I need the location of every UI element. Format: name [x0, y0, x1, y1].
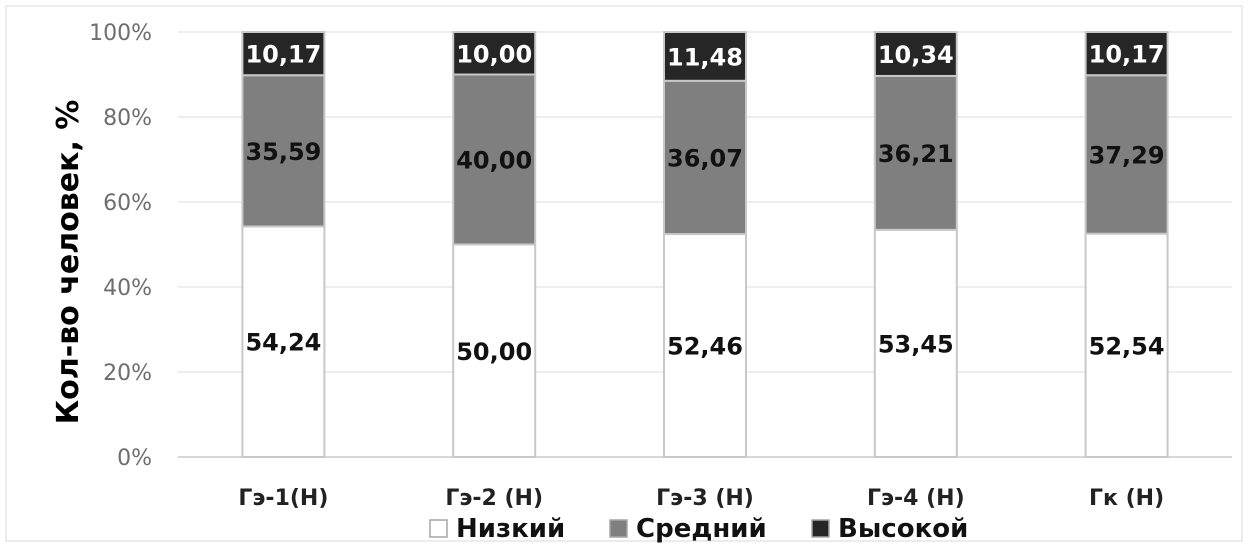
y-axis-ticks: 0% 20% 40% 60% 80% 100% [89, 21, 152, 471]
x-category-label: Гэ-4 (Н) [867, 486, 965, 511]
bar-segment-medium [241, 74, 326, 228]
data-label: 37,29 [1089, 141, 1165, 169]
data-label: 11,48 [667, 43, 743, 71]
bar-segment-medium [873, 74, 958, 231]
data-label: 35,59 [245, 138, 321, 166]
y-axis-label: Кол-во человек, % [51, 100, 86, 425]
bar-segment-high [1084, 31, 1169, 77]
x-category-label: Гк (Н) [1089, 486, 1164, 511]
bars: 54,24 35,59 10,17 50,00 40,00 10,00 52,46 36,07… [241, 31, 1169, 458]
bar-segment-low [663, 233, 747, 458]
data-label: 10,17 [1089, 41, 1165, 69]
y-tick-label: 0% [117, 446, 152, 471]
data-label: 36,07 [667, 144, 743, 172]
bar-segment-low [1084, 232, 1169, 458]
data-label: 53,45 [878, 330, 954, 358]
data-label: 40,00 [456, 147, 532, 175]
legend-label: Низкий [456, 514, 565, 544]
legend-label: Высокой [838, 514, 968, 544]
chart-frame [5, 5, 1243, 542]
legend: Низкий Средний Высокой [429, 514, 968, 544]
y-tick-label: 100% [89, 21, 152, 46]
data-label: 10,17 [245, 41, 321, 69]
bar-segment-medium [663, 79, 747, 236]
bar-segment-high [873, 31, 958, 77]
bar-segment-low [873, 228, 958, 458]
data-label: 50,00 [456, 338, 532, 366]
bar-segment-medium [452, 73, 537, 246]
y-tick-label: 40% [103, 276, 152, 301]
data-label: 36,21 [878, 140, 954, 168]
x-category-label: Гэ-1(Н) [238, 486, 328, 511]
data-label: 54,24 [245, 329, 321, 357]
legend-swatch [609, 519, 628, 538]
legend-swatch [811, 519, 830, 538]
data-label: 52,46 [667, 333, 743, 361]
y-tick-label: 20% [103, 361, 152, 386]
legend-label: Средний [636, 514, 767, 544]
x-axis-categories: Гэ-1(Н) Гэ-2 (Н) Гэ-3 (Н) Гэ-4 (Н) Гк (Н) [238, 486, 1164, 511]
data-label: 10,34 [878, 41, 954, 69]
y-tick-label: 60% [103, 191, 152, 216]
bar-segment-medium [1084, 74, 1169, 235]
x-category-label: Гэ-2 (Н) [445, 486, 543, 511]
bar-segment-high [663, 31, 747, 82]
x-category-label: Гэ-3 (Н) [656, 486, 754, 511]
bar-segment-high [241, 31, 326, 77]
legend-swatch [429, 519, 448, 538]
bar-segment-low [241, 225, 326, 458]
bar-segment-high [452, 31, 537, 76]
y-tick-label: 80% [103, 106, 152, 131]
data-label: 52,54 [1089, 332, 1165, 360]
data-label: 10,00 [456, 40, 532, 68]
